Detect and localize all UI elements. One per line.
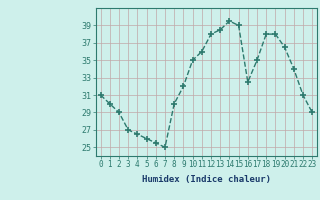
X-axis label: Humidex (Indice chaleur): Humidex (Indice chaleur)	[142, 175, 271, 184]
